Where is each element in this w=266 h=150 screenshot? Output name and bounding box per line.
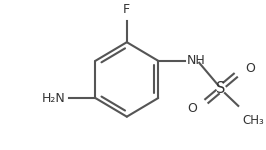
Text: O: O <box>245 62 255 75</box>
Text: F: F <box>123 3 130 16</box>
Text: O: O <box>188 102 197 115</box>
Text: CH₃: CH₃ <box>242 114 264 127</box>
Text: S: S <box>217 81 226 96</box>
Text: H₂N: H₂N <box>42 92 66 105</box>
Text: NH: NH <box>187 54 206 67</box>
